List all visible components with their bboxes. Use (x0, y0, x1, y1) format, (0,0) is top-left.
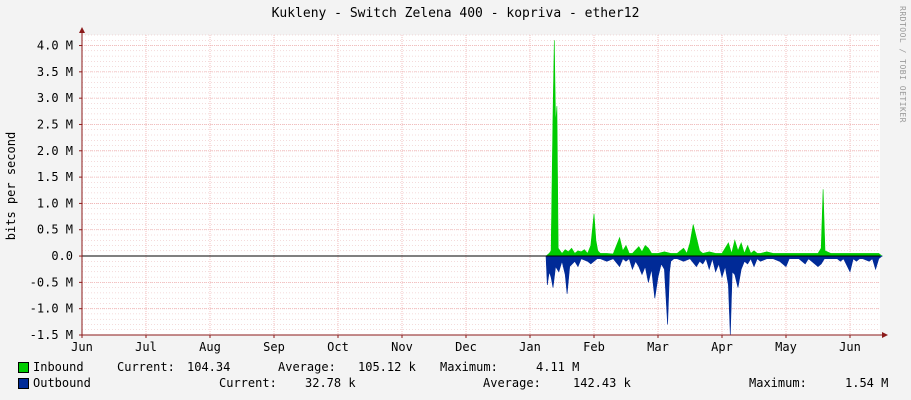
x-tick-label: Aug (199, 340, 221, 354)
legend-outbound-maximum: 1.54 M (845, 376, 889, 390)
x-tick-label: Jun (71, 340, 93, 354)
legend: Inbound Current: 104.34 Average: 105.12 … (0, 360, 911, 392)
y-axis-arrow (79, 27, 85, 33)
legend-row-inbound: Inbound Current: 104.34 Average: 105.12 … (0, 360, 911, 376)
x-tick-label: May (775, 340, 797, 354)
x-tick-label: Oct (327, 340, 349, 354)
chart-title: Kukleny - Switch Zelena 400 - kopriva - … (271, 6, 640, 21)
y-tick-label: 0.5 M (37, 223, 73, 237)
series-area-outbound (545, 255, 883, 336)
inbound-swatch (18, 362, 29, 373)
legend-inbound-maximum: 4.11 M (536, 360, 580, 374)
legend-inbound-average: 105.12 k (358, 360, 416, 374)
x-tick-label: Jan (519, 340, 541, 354)
y-tick-label: -1.5 M (30, 328, 73, 342)
legend-outbound-current: 32.78 k (305, 376, 356, 390)
x-tick-label: Sep (263, 340, 285, 354)
y-tick-label: 0.0 (51, 249, 73, 263)
y-tick-label: 1.0 M (37, 196, 73, 210)
legend-inbound-maximum-label: Maximum: (440, 360, 498, 374)
y-tick-label: 4.0 M (37, 39, 73, 53)
legend-inbound-average-label: Average: (278, 360, 336, 374)
y-tick-label: 2.0 M (37, 144, 73, 158)
x-axis-arrow (882, 332, 888, 338)
y-tick-label: -0.5 M (30, 275, 73, 289)
legend-inbound-name: Inbound (33, 360, 84, 374)
outbound-swatch (18, 378, 29, 389)
axes (79, 27, 888, 338)
x-tick-label: Apr (711, 340, 733, 354)
x-tick-label: Feb (583, 340, 605, 354)
legend-inbound-current: 104.34 (187, 360, 231, 374)
x-tick-label: Nov (391, 340, 413, 354)
legend-outbound-average-label: Average: (483, 376, 541, 390)
x-tick-label: Jun (839, 340, 861, 354)
chart-area: 4.0 M 3.5 M 3.0 M 2.5 M 2.0 M 1.5 M 1.0 M 0.5 M… (4, 27, 888, 354)
legend-row-outbound: Outbound Current: 32.78 k Average: 142.4… (0, 376, 911, 392)
y-axis-label: bits per second (4, 132, 18, 240)
x-tick-label: Dec (455, 340, 477, 354)
x-tick-label: Jul (135, 340, 157, 354)
legend-outbound-maximum-label: Maximum: (749, 376, 807, 390)
x-tick-label: Mar (647, 340, 669, 354)
y-tick-label: 3.0 M (37, 91, 73, 105)
plot-background (82, 35, 880, 335)
series-areas (545, 40, 883, 336)
legend-outbound-current-label: Current: (219, 376, 277, 390)
y-tick-label: 2.5 M (37, 117, 73, 131)
legend-outbound-average: 142.43 k (573, 376, 631, 390)
rrdtool-watermark: RRDTOOL / TOBI OETIKER (898, 6, 907, 123)
y-tick-label: -1.0 M (30, 302, 73, 316)
legend-outbound-name: Outbound (33, 376, 91, 390)
y-tick-label: 3.5 M (37, 65, 73, 79)
legend-inbound-current-label: Current: (117, 360, 175, 374)
tick-labels: 4.0 M 3.5 M 3.0 M 2.5 M 2.0 M 1.5 M 1.0 M 0.5 M… (30, 39, 861, 354)
series-area-inbound (545, 40, 883, 257)
y-tick-label: 1.5 M (37, 170, 73, 184)
